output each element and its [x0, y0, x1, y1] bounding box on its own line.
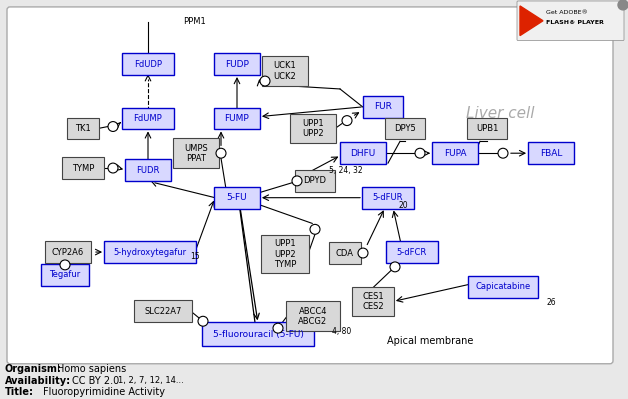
Circle shape	[292, 176, 302, 186]
FancyBboxPatch shape	[363, 96, 403, 118]
Text: 26: 26	[546, 298, 556, 307]
Text: FUR: FUR	[374, 102, 392, 111]
Text: Homo sapiens: Homo sapiens	[57, 364, 126, 374]
FancyBboxPatch shape	[295, 170, 335, 192]
Circle shape	[618, 0, 628, 10]
Text: 1, 2, 7, 12, 14...: 1, 2, 7, 12, 14...	[118, 375, 184, 385]
FancyBboxPatch shape	[67, 118, 99, 139]
FancyBboxPatch shape	[122, 108, 174, 130]
Text: Availability:: Availability:	[5, 375, 71, 385]
Text: FUMP: FUMP	[225, 114, 249, 123]
Text: 4, 80: 4, 80	[332, 327, 352, 336]
Text: TK1: TK1	[75, 124, 91, 133]
Text: Fluoropyrimidine Activity: Fluoropyrimidine Activity	[43, 387, 165, 397]
FancyBboxPatch shape	[122, 53, 174, 75]
FancyBboxPatch shape	[467, 118, 507, 139]
FancyBboxPatch shape	[214, 187, 260, 209]
FancyBboxPatch shape	[329, 242, 361, 264]
FancyBboxPatch shape	[432, 142, 478, 164]
FancyBboxPatch shape	[528, 142, 574, 164]
Text: 5-FU: 5-FU	[227, 193, 247, 202]
Circle shape	[260, 76, 270, 86]
Text: ABCC4
ABCG2: ABCC4 ABCG2	[298, 306, 328, 326]
Text: 5-dFCR: 5-dFCR	[397, 247, 427, 257]
Text: 5-fluorouracil (5-FU): 5-fluorouracil (5-FU)	[212, 330, 303, 339]
Text: DHFU: DHFU	[350, 149, 376, 158]
FancyBboxPatch shape	[214, 108, 260, 130]
Text: FUPA: FUPA	[444, 149, 466, 158]
Circle shape	[498, 148, 508, 158]
Text: Capicatabine: Capicatabine	[475, 282, 531, 291]
Text: FLASH® PLAYER: FLASH® PLAYER	[546, 20, 604, 25]
FancyBboxPatch shape	[7, 7, 613, 364]
Text: 20: 20	[398, 201, 408, 210]
FancyBboxPatch shape	[385, 118, 425, 139]
Text: FdUDP: FdUDP	[134, 60, 162, 69]
FancyBboxPatch shape	[290, 114, 336, 143]
FancyBboxPatch shape	[468, 276, 538, 298]
FancyBboxPatch shape	[125, 159, 171, 181]
Text: PPM1: PPM1	[183, 17, 207, 26]
Text: FUDP: FUDP	[225, 60, 249, 69]
Text: DPYD: DPYD	[303, 176, 327, 186]
Circle shape	[108, 163, 118, 173]
Text: UMPS
PPAT: UMPS PPAT	[184, 144, 208, 163]
FancyBboxPatch shape	[362, 187, 414, 209]
FancyBboxPatch shape	[173, 138, 219, 168]
FancyBboxPatch shape	[386, 241, 438, 263]
FancyBboxPatch shape	[286, 302, 340, 331]
Text: DPY5: DPY5	[394, 124, 416, 133]
Text: UPB1: UPB1	[476, 124, 498, 133]
FancyBboxPatch shape	[41, 264, 89, 286]
FancyBboxPatch shape	[104, 241, 196, 263]
Text: 5-dFUR: 5-dFUR	[373, 193, 403, 202]
Text: Apical membrane: Apical membrane	[387, 336, 473, 346]
Text: CDA: CDA	[336, 249, 354, 257]
Text: CYP2A6: CYP2A6	[52, 247, 84, 257]
FancyBboxPatch shape	[202, 322, 314, 346]
Text: 15: 15	[190, 253, 200, 261]
FancyBboxPatch shape	[352, 286, 394, 316]
Circle shape	[415, 148, 425, 158]
FancyBboxPatch shape	[340, 142, 386, 164]
Circle shape	[198, 316, 208, 326]
Circle shape	[216, 148, 226, 158]
Circle shape	[108, 122, 118, 131]
FancyBboxPatch shape	[517, 1, 624, 41]
FancyBboxPatch shape	[134, 300, 192, 322]
Text: CC BY 2.0: CC BY 2.0	[72, 375, 119, 385]
Text: TYMP: TYMP	[72, 164, 94, 172]
FancyBboxPatch shape	[214, 53, 260, 75]
Text: UPP1
UPP2
TYMP: UPP1 UPP2 TYMP	[274, 239, 296, 269]
FancyBboxPatch shape	[45, 241, 91, 263]
Text: CES1
CES2: CES1 CES2	[362, 292, 384, 311]
Polygon shape	[520, 6, 543, 36]
Circle shape	[358, 248, 368, 258]
Text: 5-hydroxytegafur: 5-hydroxytegafur	[114, 247, 187, 257]
Text: FdUMP: FdUMP	[134, 114, 163, 123]
Circle shape	[310, 224, 320, 234]
FancyBboxPatch shape	[261, 235, 309, 273]
Circle shape	[342, 116, 352, 126]
Text: Organism:: Organism:	[5, 364, 62, 374]
Text: SLC22A7: SLC22A7	[144, 307, 181, 316]
Text: UCK1
UCK2: UCK1 UCK2	[274, 61, 296, 81]
Circle shape	[60, 260, 70, 270]
FancyBboxPatch shape	[262, 56, 308, 86]
Text: Title:: Title:	[5, 387, 34, 397]
Circle shape	[273, 323, 283, 333]
Text: Tegafur: Tegafur	[50, 270, 80, 279]
Text: Liver cell: Liver cell	[466, 106, 534, 121]
FancyBboxPatch shape	[62, 157, 104, 179]
Text: 5, 24, 32: 5, 24, 32	[329, 166, 363, 174]
Text: FUDR: FUDR	[136, 166, 160, 174]
Text: FBAL: FBAL	[540, 149, 562, 158]
Circle shape	[390, 262, 400, 272]
Text: Get ADOBE®: Get ADOBE®	[546, 10, 588, 15]
Text: UPP1
UPP2: UPP1 UPP2	[302, 119, 324, 138]
